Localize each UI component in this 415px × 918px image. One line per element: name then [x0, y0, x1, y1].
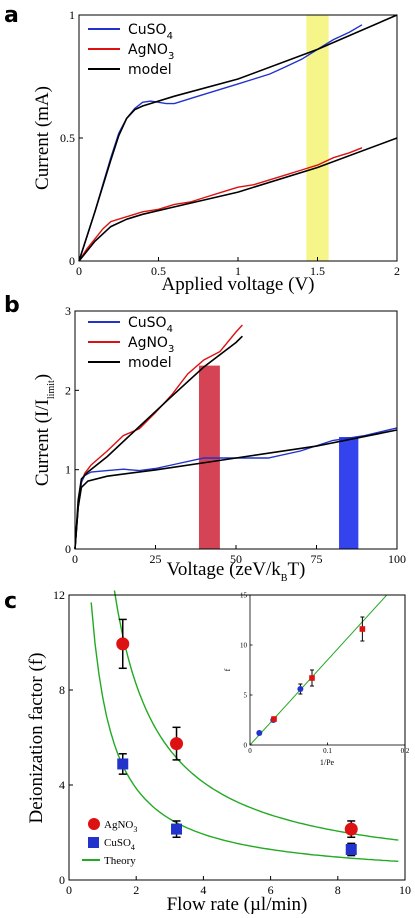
x-tick-label: 100 — [388, 552, 406, 566]
x-tick-label: 1 — [235, 264, 241, 278]
inset-y-tick-label: 0 — [244, 742, 248, 750]
a-series-model-line — [78, 14, 398, 262]
y-tick-label: 8 — [59, 683, 65, 697]
data-point-agno3 — [116, 637, 130, 651]
panel-b: b 0 25 50 75 100 0 1 2 3 CuSO4 AgNO3 model Volta… — [4, 293, 406, 584]
x-tick-label: 8 — [335, 883, 341, 897]
b-series-model-line — [74, 335, 243, 550]
y-tick-label: 4 — [59, 778, 65, 792]
y-tick-label: 3 — [65, 304, 71, 318]
legend-label-theory: Theory — [104, 855, 136, 867]
panel-c-legend: AgNO3 CuSO4 Theory — [82, 818, 137, 867]
inset-x-tick-label: 0.1 — [323, 747, 332, 755]
panel-c: c 0 2 4 6 8 10 0 4 8 12 0 0.1 0.2 0 5 10 15 1/Pe f AgNO… — [4, 588, 411, 915]
inset-point-agno3 — [271, 716, 277, 722]
y-axis-label-a: Current (mA) — [32, 86, 53, 190]
a-series-agno3-line — [78, 147, 363, 262]
x-tick-label: 75 — [311, 552, 323, 566]
data-point-agno3 — [344, 822, 358, 836]
y-tick-label: 12 — [53, 588, 65, 602]
y-tick-label: 0 — [65, 542, 71, 556]
inset-plot: 0 0.1 0.2 0 5 10 15 1/Pe f — [223, 592, 410, 768]
legend-label-agno3: AgNO3 — [128, 42, 174, 62]
legend-label-cuso4: CuSO4 — [128, 315, 173, 335]
inset-theory-line — [249, 594, 388, 746]
data-point-cuso4 — [117, 758, 129, 770]
inset-y-tick-label: 10 — [240, 642, 248, 650]
highlight-band — [306, 15, 329, 261]
inset-point-cuso4 — [256, 730, 263, 736]
panel-b-legend: CuSO4 AgNO3 model — [88, 315, 174, 371]
inset-y-tick-label: 15 — [240, 592, 248, 600]
inset-point-cuso4 — [297, 686, 304, 692]
y-axis-label-c: Deionization factor (f) — [26, 653, 47, 824]
x-tick-label: 0.5 — [151, 264, 166, 278]
legend-label-cuso4: CuSO4 — [128, 22, 173, 42]
y-tick-label: 2 — [65, 383, 71, 397]
legend-label-model: model — [128, 355, 172, 371]
inset-point-agno3 — [359, 626, 366, 632]
y-tick-label: 1 — [65, 463, 71, 477]
x-tick-label: 1.5 — [310, 264, 325, 278]
theory-curve — [90, 602, 399, 862]
b-series-model-line — [74, 429, 398, 550]
x-tick-label: 0 — [66, 883, 72, 897]
inset-y-tick-label: 5 — [244, 692, 248, 700]
a-series-model-line — [78, 137, 398, 262]
theory-curve — [113, 590, 399, 841]
x-tick-label: 2 — [133, 883, 139, 897]
inset-point-agno3 — [309, 675, 315, 681]
x-tick-label: 10 — [399, 883, 411, 897]
y-axis-label-b: Current (I/Ilimit) — [32, 374, 57, 486]
x-tick-label: 0 — [72, 552, 78, 566]
inset-y-label: f — [223, 668, 232, 671]
x-axis-label-b: Voltage (zeV/kBT) — [167, 559, 306, 584]
y-tick-label: 1 — [69, 8, 75, 22]
legend-label-agno3: AgNO3 — [128, 335, 174, 355]
panel-letter-b: b — [4, 293, 20, 318]
legend-label-agno3: AgNO3 — [104, 819, 137, 834]
y-tick-label: 0 — [69, 254, 75, 268]
data-point-cuso4 — [345, 843, 357, 855]
data-point-agno3 — [170, 737, 184, 751]
inset-x-tick-label: 0.2 — [401, 747, 410, 755]
x-tick-label: 6 — [268, 883, 274, 897]
y-tick-label: 0 — [59, 873, 65, 887]
data-point-cuso4 — [171, 823, 183, 835]
x-axis-label-c: Flow rate (µl/min) — [167, 894, 308, 915]
x-tick-label: 0 — [76, 264, 82, 278]
panel-a-frame — [78, 14, 398, 262]
y-tick-label: 0.5 — [60, 131, 75, 145]
x-tick-label: 2 — [394, 264, 400, 278]
x-tick-label: 50 — [230, 552, 242, 566]
panel-letter-a: a — [4, 3, 19, 28]
x-tick-label: 25 — [150, 552, 162, 566]
panel-a-legend: CuSO4 AgNO3 model — [88, 22, 174, 78]
inset-x-label: 1/Pe — [320, 758, 335, 767]
inset-x-tick-label: 0 — [248, 747, 252, 755]
bar-cuso4 — [339, 437, 359, 549]
legend-marker-cuso4 — [88, 837, 99, 848]
legend-label-model: model — [128, 62, 172, 78]
panel-letter-c: c — [4, 589, 17, 614]
legend-marker-agno3 — [88, 818, 100, 830]
x-axis-label-a: Applied voltage (V) — [161, 274, 314, 295]
panel-a: a 0 0.5 1 1.5 2 0 0.5 1 CuSO4 AgNO3 model Appli… — [4, 3, 400, 295]
x-tick-label: 4 — [200, 883, 206, 897]
legend-label-cuso4: CuSO4 — [104, 837, 135, 852]
